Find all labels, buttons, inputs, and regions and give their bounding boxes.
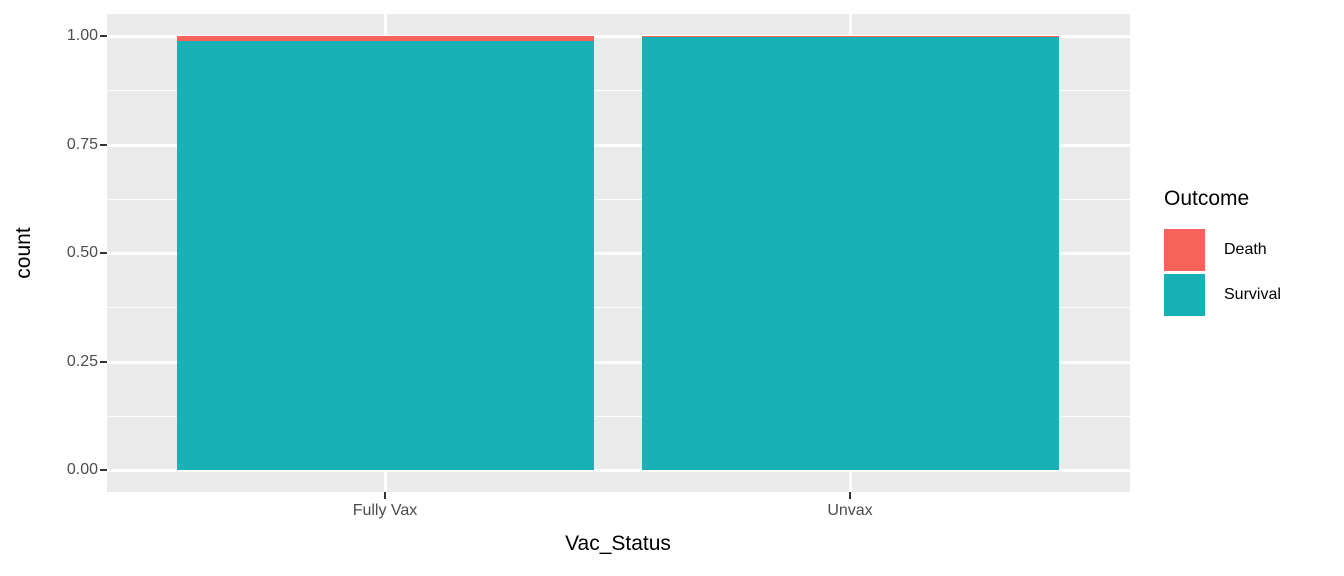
legend-key-swatch [1164, 274, 1205, 316]
y-tick-mark [100, 35, 107, 37]
bar-segment-death [642, 36, 1059, 37]
x-axis-title: Vac_Status [565, 532, 671, 555]
legend-key-swatch [1164, 229, 1205, 271]
legend-title: Outcome [1164, 187, 1250, 210]
major-gridline [107, 144, 1130, 147]
major-gridline [107, 252, 1130, 255]
major-gridline [107, 35, 1130, 38]
bar-segment-survival [642, 37, 1059, 470]
y-tick-label: 0.25 [66, 353, 98, 370]
major-gridline [107, 361, 1130, 364]
y-tick-label: 0.75 [66, 136, 98, 153]
y-tick-label: 1.00 [66, 27, 98, 44]
y-tick-label: 0.00 [66, 461, 98, 478]
x-tick-label: Unvax [827, 502, 873, 519]
x-tick-mark [384, 492, 386, 499]
legend-items: Death Survival [1164, 229, 1281, 316]
x-tick-mark [849, 492, 851, 499]
y-tick-mark [100, 469, 107, 471]
legend-item-death: Death [1164, 229, 1281, 271]
plot-panel [107, 14, 1130, 492]
legend-label: Death [1224, 241, 1267, 258]
minor-gridline [107, 307, 1130, 308]
bar-segment-survival [177, 41, 594, 470]
y-tick-mark [100, 252, 107, 254]
y-tick-mark [100, 144, 107, 146]
minor-gridline [107, 416, 1130, 417]
legend-item-survival: Survival [1164, 274, 1281, 316]
bar-segment-death [177, 36, 594, 41]
legend: Outcome Death Survival [1164, 187, 1281, 319]
major-gridline [107, 469, 1130, 472]
y-tick-mark [100, 361, 107, 363]
y-tick-label: 0.50 [66, 244, 98, 261]
x-tick-label: Fully Vax [352, 502, 418, 519]
minor-gridline [107, 199, 1130, 200]
legend-label: Survival [1224, 286, 1281, 303]
minor-gridline [107, 90, 1130, 91]
